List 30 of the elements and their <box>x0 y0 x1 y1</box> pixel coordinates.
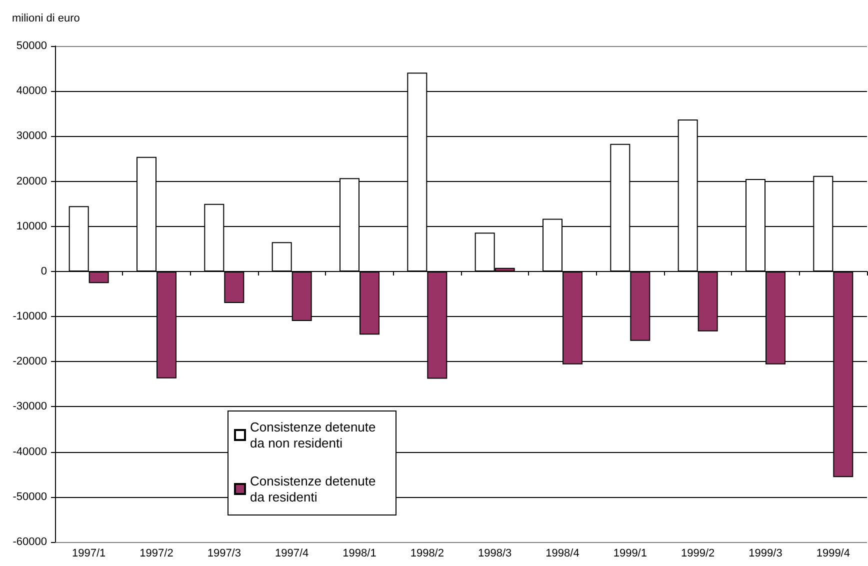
y-tick-label: 0 <box>40 265 47 278</box>
bar <box>88 271 109 284</box>
x-tick-label: 1998/4 <box>546 548 580 560</box>
y-tick-label: 20000 <box>16 175 47 188</box>
x-tick-label: 1999/2 <box>681 548 715 560</box>
x-tick-label: 1999/1 <box>613 548 647 560</box>
legend-label: Consistenze detenute da residenti <box>250 474 380 504</box>
x-tick-label: 1997/3 <box>207 548 241 560</box>
legend-label: Consistenze detenute da non residenti <box>250 420 380 450</box>
x-tick-label: 1998/1 <box>342 548 376 560</box>
y-tick-label: -60000 <box>12 536 47 548</box>
y-tick-label: 50000 <box>16 40 47 52</box>
y-tick-label: -50000 <box>12 490 47 503</box>
bar <box>272 242 292 272</box>
x-tick-label: 1998/2 <box>410 548 444 560</box>
y-tick-label: 30000 <box>16 130 47 142</box>
x-tick-label: 1999/3 <box>748 548 782 560</box>
y-tick-label: -10000 <box>12 310 47 323</box>
y-tick-label: 10000 <box>16 220 47 232</box>
bar <box>224 271 244 304</box>
y-tick-label: -20000 <box>12 356 47 368</box>
y-tick-label: -40000 <box>12 446 47 458</box>
y-tick-label: 40000 <box>16 85 47 98</box>
x-tick-label: 1997/2 <box>140 548 174 560</box>
x-tick-label: 1999/4 <box>816 548 850 560</box>
x-tick-label: 1997/1 <box>72 548 106 560</box>
x-tick-label: 1997/4 <box>275 548 309 560</box>
y-axis-title: milioni di euro <box>12 12 80 24</box>
y-tick-label: -30000 <box>12 400 47 413</box>
x-tick-label: 1998/3 <box>478 548 512 560</box>
